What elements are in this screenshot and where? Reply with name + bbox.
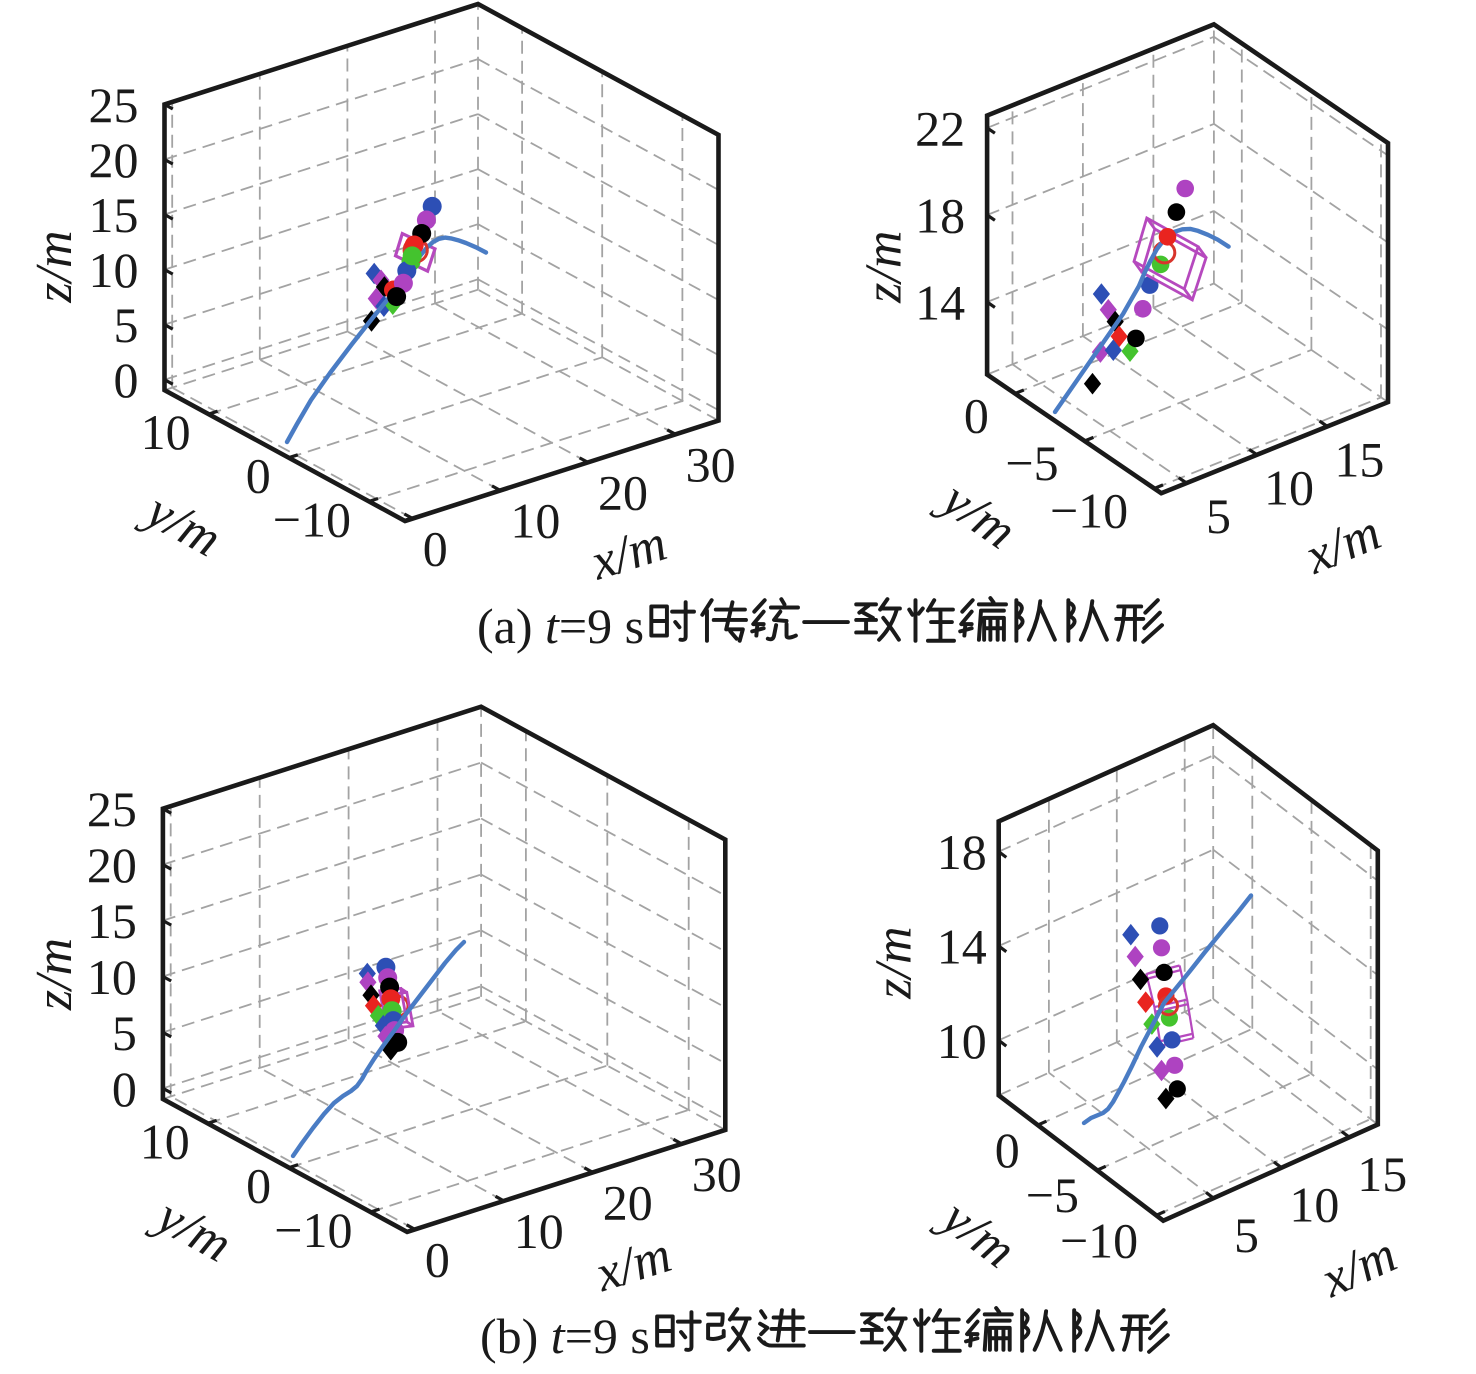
svg-text:15: 15	[1334, 432, 1384, 488]
svg-text:20: 20	[598, 464, 648, 520]
svg-text:10: 10	[510, 493, 560, 549]
svg-text:20: 20	[603, 1174, 653, 1230]
svg-text:(b): (b)	[480, 1308, 538, 1364]
svg-text:20: 20	[87, 837, 137, 893]
svg-text:10: 10	[89, 242, 139, 298]
svg-text:10: 10	[140, 1113, 190, 1169]
svg-text:10: 10	[514, 1203, 564, 1259]
svg-text:20: 20	[89, 132, 139, 188]
svg-text:10: 10	[1289, 1177, 1339, 1233]
svg-text:14: 14	[937, 919, 987, 975]
svg-text:30: 30	[686, 436, 736, 492]
svg-text:15: 15	[89, 187, 139, 243]
svg-text:0: 0	[114, 352, 139, 408]
svg-text:(a): (a)	[477, 598, 533, 654]
svg-text:t: t	[551, 1308, 566, 1364]
svg-text:22: 22	[915, 100, 965, 156]
svg-text:z/m: z/m	[26, 230, 83, 303]
svg-text:=9 s: =9 s	[565, 1308, 650, 1364]
svg-text:10: 10	[1264, 460, 1314, 516]
svg-text:=9 s: =9 s	[559, 598, 644, 654]
svg-text:10: 10	[87, 949, 137, 1005]
svg-text:z/m: z/m	[26, 938, 83, 1011]
svg-text:0: 0	[425, 1231, 450, 1287]
svg-text:0: 0	[246, 448, 271, 504]
svg-text:5: 5	[1234, 1207, 1259, 1263]
svg-text:18: 18	[937, 824, 987, 880]
svg-text:15: 15	[1357, 1146, 1407, 1202]
svg-text:15: 15	[87, 893, 137, 949]
svg-text:0: 0	[964, 388, 989, 444]
svg-text:−10: −10	[1060, 1212, 1138, 1268]
svg-text:−10: −10	[274, 1202, 352, 1258]
svg-text:0: 0	[112, 1061, 137, 1117]
svg-text:10: 10	[937, 1013, 987, 1069]
svg-text:10: 10	[141, 404, 191, 460]
svg-text:5: 5	[114, 297, 139, 353]
svg-text:25: 25	[89, 77, 139, 133]
svg-text:−5: −5	[1005, 435, 1058, 491]
svg-text:z/m: z/m	[856, 231, 913, 304]
svg-text:5: 5	[112, 1005, 137, 1061]
svg-text:0: 0	[246, 1158, 271, 1214]
svg-text:−5: −5	[1026, 1167, 1079, 1223]
svg-text:14: 14	[915, 275, 965, 331]
svg-text:18: 18	[915, 188, 965, 244]
svg-text:−10: −10	[273, 491, 351, 547]
svg-text:5: 5	[1206, 488, 1231, 544]
svg-text:t: t	[545, 598, 560, 654]
svg-text:0: 0	[995, 1122, 1020, 1178]
svg-text:0: 0	[423, 521, 448, 577]
svg-text:−10: −10	[1050, 483, 1128, 539]
svg-text:z/m: z/m	[865, 926, 922, 999]
svg-text:25: 25	[87, 781, 137, 837]
svg-text:30: 30	[692, 1146, 742, 1202]
